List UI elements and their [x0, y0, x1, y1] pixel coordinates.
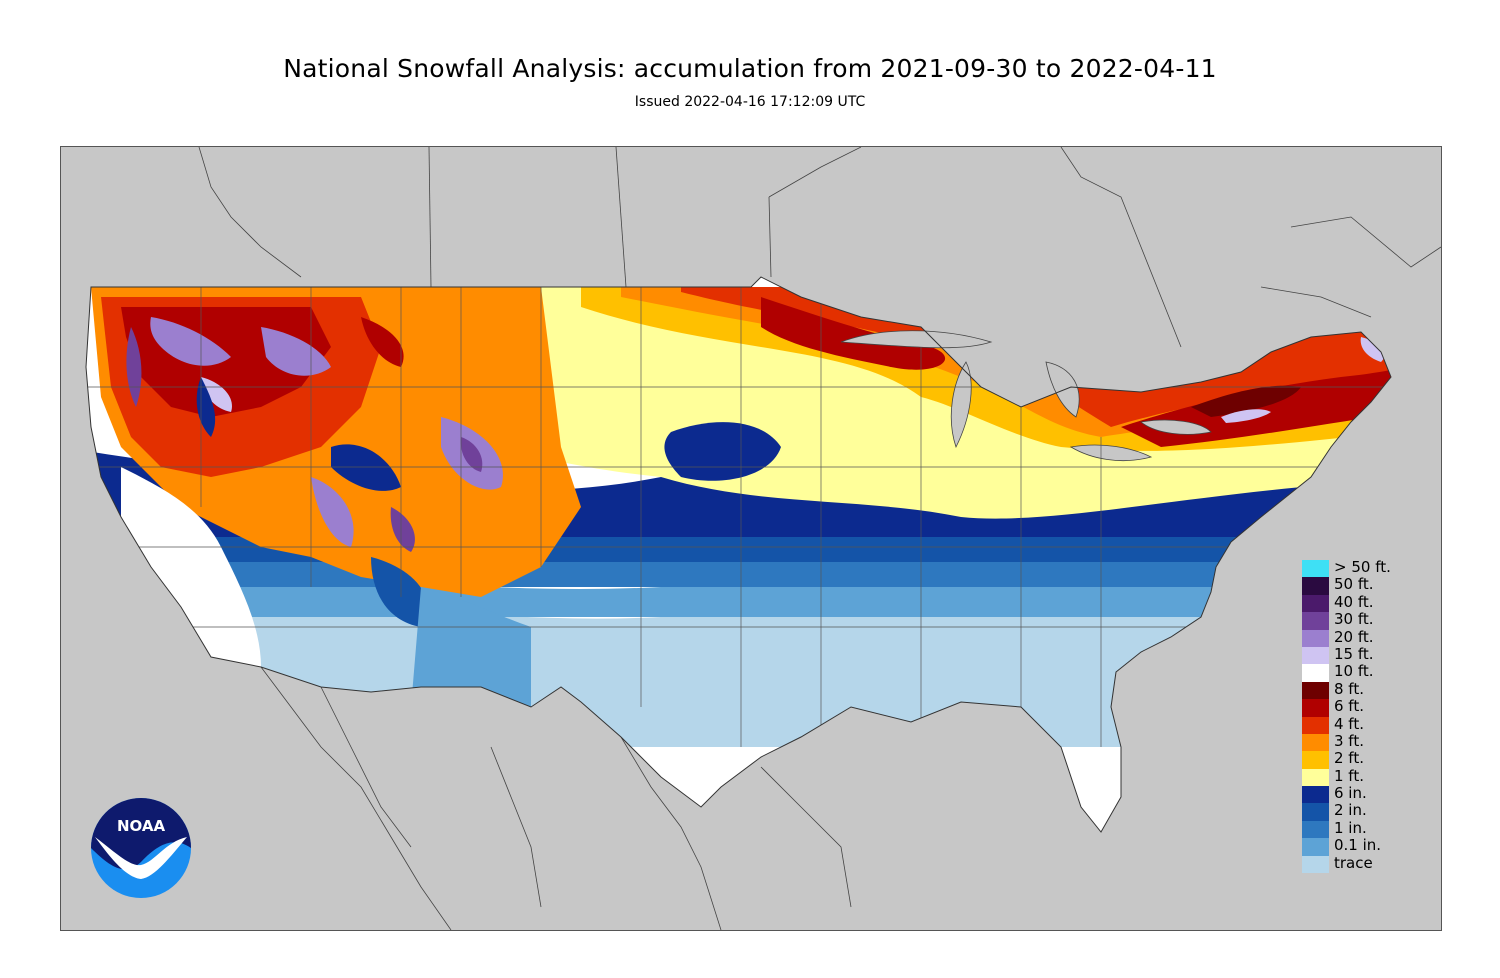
legend-item: 8 ft. — [1302, 679, 1422, 700]
legend-swatch — [1302, 560, 1329, 578]
legend-swatch — [1302, 681, 1329, 700]
legend-label: 1 ft. — [1334, 766, 1364, 785]
legend-swatch — [1302, 612, 1329, 630]
legend-label: > 50 ft. — [1334, 558, 1391, 576]
legend-label: 20 ft. — [1334, 627, 1374, 646]
legend-item: 6 ft. — [1302, 697, 1422, 717]
legend: > 50 ft. 50 ft. 40 ft. 30 ft. 20 ft. 15 ft. 10… — [1302, 558, 1422, 874]
legend-swatch — [1302, 664, 1329, 682]
legend-item: 3 ft. — [1302, 731, 1422, 752]
noaa-logo-gull — [95, 837, 187, 879]
legend-label: 8 ft. — [1334, 679, 1364, 698]
legend-swatch — [1302, 733, 1329, 752]
legend-item: 1 ft. — [1302, 766, 1422, 787]
legend-swatch — [1302, 803, 1329, 821]
legend-swatch — [1302, 646, 1329, 665]
legend-swatch — [1302, 838, 1329, 856]
legend-swatch — [1302, 716, 1329, 734]
legend-item: 2 ft. — [1302, 749, 1422, 769]
state-boundaries — [86, 287, 1391, 747]
legend-label: 3 ft. — [1334, 731, 1364, 750]
legend-swatch — [1302, 699, 1329, 717]
legend-swatch — [1302, 855, 1329, 874]
surrounding-boundaries — [198, 147, 1441, 930]
legend-item: 50 ft. — [1302, 575, 1422, 595]
legend-item: trace — [1302, 853, 1422, 874]
issued-timestamp: Issued 2022-04-16 17:12:09 UTC — [634, 94, 866, 110]
noaa-logo-top — [91, 798, 191, 870]
legend-label: 50 ft. — [1334, 575, 1374, 594]
legend-item: 20 ft. — [1302, 627, 1422, 647]
legend-swatch — [1302, 768, 1329, 787]
map-graphic — [85, 147, 1441, 930]
snowfall-map — [60, 146, 1442, 931]
legend-item: > 50 ft. — [1302, 558, 1422, 578]
legend-item: 0.1 in. — [1302, 836, 1422, 856]
legend-label: 4 ft. — [1334, 714, 1364, 733]
legend-label: 0.1 in. — [1334, 836, 1382, 855]
legend-swatch — [1302, 629, 1329, 647]
legend-swatch — [1302, 786, 1329, 804]
legend-label: 30 ft. — [1334, 610, 1374, 629]
legend-item: 1 in. — [1302, 818, 1422, 839]
legend-label: 2 in. — [1334, 801, 1367, 820]
legend-item: 2 in. — [1302, 801, 1422, 821]
legend-label: 1 in. — [1334, 818, 1367, 837]
legend-item: 4 ft. — [1302, 714, 1422, 734]
legend-swatch — [1302, 751, 1329, 769]
map-title: National Snowfall Analysis: accumulation… — [283, 54, 1217, 83]
legend-label: trace — [1334, 853, 1373, 872]
legend-item: 6 in. — [1302, 784, 1422, 804]
legend-label: 40 ft. — [1334, 592, 1374, 611]
legend-item: 15 ft. — [1302, 644, 1422, 665]
legend-label: 10 ft. — [1334, 662, 1374, 681]
us-outline — [85, 276, 1392, 833]
legend-swatch — [1302, 594, 1329, 613]
legend-swatch — [1302, 820, 1329, 839]
legend-label: 6 ft. — [1334, 697, 1364, 716]
legend-item: 30 ft. — [1302, 610, 1422, 630]
snowfall-field — [86, 277, 1391, 832]
legend-item: 40 ft. — [1302, 592, 1422, 613]
great-lakes — [840, 330, 1212, 462]
legend-label: 6 in. — [1334, 784, 1367, 803]
legend-label: 15 ft. — [1334, 644, 1374, 663]
legend-item: 10 ft. — [1302, 662, 1422, 682]
legend-swatch — [1302, 577, 1329, 595]
noaa-logo-text: NOAA — [117, 817, 166, 835]
legend-label: 2 ft. — [1334, 749, 1364, 768]
noaa-logo: NOAA — [90, 797, 192, 899]
